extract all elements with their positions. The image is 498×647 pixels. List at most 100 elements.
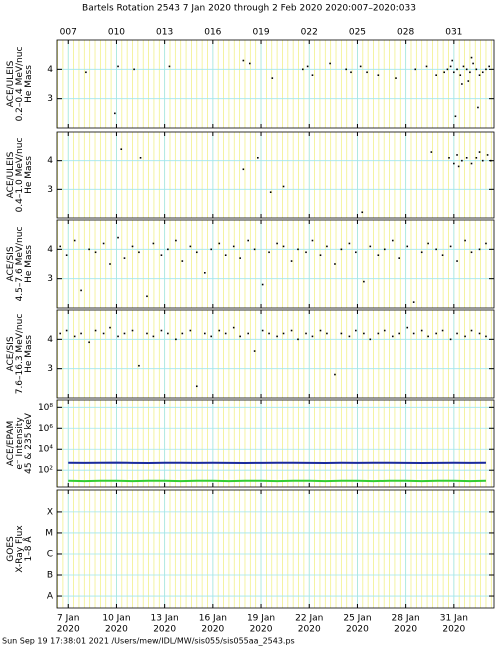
point — [305, 251, 307, 254]
plot-frame — [56, 309, 495, 399]
point — [377, 332, 380, 335]
point — [302, 68, 304, 71]
point — [65, 254, 68, 256]
y-axis-label-line: He Mass — [24, 65, 34, 103]
x-tick-label: 2020 — [394, 625, 417, 635]
point — [464, 239, 466, 242]
point — [391, 335, 394, 338]
point — [253, 248, 256, 251]
point — [138, 251, 140, 254]
y-axis-label-line: GOES — [6, 536, 16, 562]
point — [232, 326, 235, 329]
point — [131, 329, 134, 332]
point — [469, 71, 471, 74]
point — [73, 239, 76, 242]
point — [363, 332, 365, 335]
point — [160, 329, 163, 332]
plot-frame — [56, 399, 495, 488]
point — [195, 385, 198, 388]
point — [268, 251, 270, 254]
point — [345, 68, 347, 71]
point — [224, 254, 227, 256]
y-axis-label-line: ACE/EPAM — [6, 421, 16, 466]
point — [326, 332, 328, 335]
point — [377, 74, 380, 76]
point — [470, 56, 473, 59]
point — [383, 329, 386, 332]
point — [152, 242, 155, 245]
x-tick-label: 2020 — [153, 625, 176, 635]
y-tick-label: 3 — [47, 274, 53, 284]
point — [464, 335, 466, 338]
point — [485, 68, 487, 71]
point — [427, 335, 429, 338]
point — [414, 68, 417, 71]
point — [152, 335, 155, 338]
y-tick-label: 10² — [38, 466, 53, 476]
point — [475, 68, 478, 71]
y-axis-label-line: e⁻ Intensity — [15, 417, 25, 470]
point — [109, 326, 111, 329]
x-top-tick-label: 028 — [397, 28, 414, 38]
y-axis-label-line: ACE/ULEIS — [6, 151, 16, 198]
point — [334, 373, 336, 376]
point — [461, 159, 463, 162]
point — [319, 329, 322, 332]
point — [276, 335, 278, 338]
point — [271, 77, 274, 79]
x-top-tick-label: 016 — [204, 28, 221, 38]
point — [435, 332, 437, 335]
y-axis-label: ACE/SIS4.5–7.6 MeV/nucHe Mass — [6, 227, 34, 302]
point — [59, 245, 62, 248]
point — [355, 329, 357, 332]
point — [242, 168, 245, 171]
point — [80, 289, 82, 292]
point — [377, 254, 380, 256]
point — [102, 332, 105, 335]
y-tick-label: 10⁸ — [38, 403, 53, 413]
x-tick-label: 22 Jan — [295, 614, 323, 624]
y-axis-label-line: 0.4–1.0 MeV/nuc — [15, 138, 25, 213]
y-tick-label: 3 — [47, 185, 53, 195]
point — [478, 151, 481, 153]
plot-frame — [56, 131, 495, 219]
plot-frame — [56, 489, 495, 609]
point — [398, 332, 401, 335]
point — [481, 71, 484, 74]
y-axis-label: ACE/ULEIS0.4–1.0 MeV/nucHe Mass — [6, 138, 34, 213]
y-tick-label: 4 — [47, 245, 53, 255]
point — [361, 211, 364, 214]
point — [261, 283, 264, 286]
point — [109, 263, 111, 265]
y-axis-label: GOESX-Ray Flux1–8 Å — [6, 525, 34, 573]
point — [123, 257, 126, 259]
point — [481, 159, 484, 162]
x-tick-label: 2020 — [57, 625, 80, 635]
y-axis-label-line: X-Ray Flux — [15, 525, 25, 573]
point — [470, 162, 473, 165]
point — [167, 332, 169, 335]
point — [210, 248, 213, 251]
point — [456, 154, 458, 156]
y-tick-label: C — [47, 549, 53, 559]
point — [189, 329, 192, 332]
point — [269, 191, 272, 193]
point — [306, 65, 309, 68]
y-axis-label-line: ACE/ULEIS — [6, 60, 16, 107]
y-axis-label-line: 1–8 Å — [22, 536, 34, 562]
plot-frame — [56, 219, 495, 309]
point — [369, 338, 372, 341]
point — [456, 332, 458, 335]
point — [204, 332, 206, 335]
point — [257, 157, 259, 159]
point — [453, 71, 455, 74]
point — [297, 338, 299, 341]
point — [88, 341, 90, 344]
point — [448, 157, 450, 159]
point — [261, 329, 264, 332]
point — [117, 236, 119, 239]
point — [131, 245, 134, 248]
point — [239, 335, 241, 338]
x-tick-label: 10 Jan — [102, 614, 130, 624]
point — [443, 71, 445, 74]
